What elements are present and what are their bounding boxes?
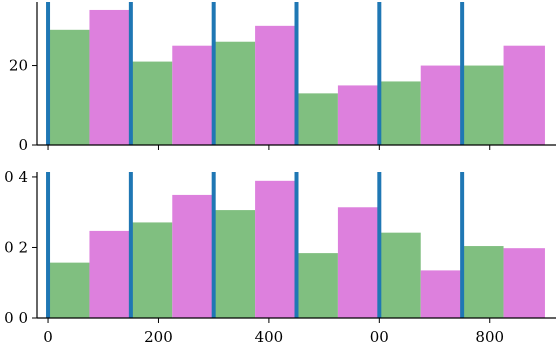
- bar: [172, 45, 214, 145]
- x-tick-label: 200: [144, 328, 173, 346]
- bar: [462, 246, 504, 318]
- bar: [379, 81, 421, 145]
- bar: [130, 61, 173, 146]
- bar: [503, 248, 545, 318]
- bar: [337, 207, 380, 318]
- bar: [255, 25, 297, 145]
- bar: [130, 222, 173, 318]
- y-tick-label: 0 0: [4, 309, 28, 327]
- bar: [462, 65, 504, 145]
- bottom-chart-panel: 0 200 400 00 800 0 0 0 2 0 4: [4, 168, 556, 346]
- x-tick-label: 0: [43, 328, 53, 346]
- bar: [89, 9, 131, 146]
- top-chart-panel: 0 20: [9, 2, 556, 154]
- bar: [420, 270, 463, 318]
- bar: [379, 232, 421, 318]
- bar: [420, 65, 463, 145]
- x-tick-label: 800: [475, 328, 504, 346]
- y-tick-label: 0 4: [4, 168, 28, 186]
- bar: [255, 180, 297, 318]
- bar: [48, 29, 90, 145]
- x-tick-label: 00: [370, 328, 389, 346]
- bar: [296, 253, 338, 318]
- y-tick-label: 0: [18, 136, 28, 154]
- y-tick-label: 0 2: [4, 238, 28, 256]
- bar: [296, 93, 338, 145]
- bar: [213, 41, 256, 145]
- bar: [337, 85, 380, 145]
- bar: [89, 230, 131, 318]
- bar: [213, 210, 256, 318]
- y-tick-label: 20: [9, 57, 28, 75]
- bar: [48, 262, 90, 318]
- bar: [172, 194, 214, 318]
- bar: [503, 45, 545, 145]
- x-tick-label: 400: [255, 328, 284, 346]
